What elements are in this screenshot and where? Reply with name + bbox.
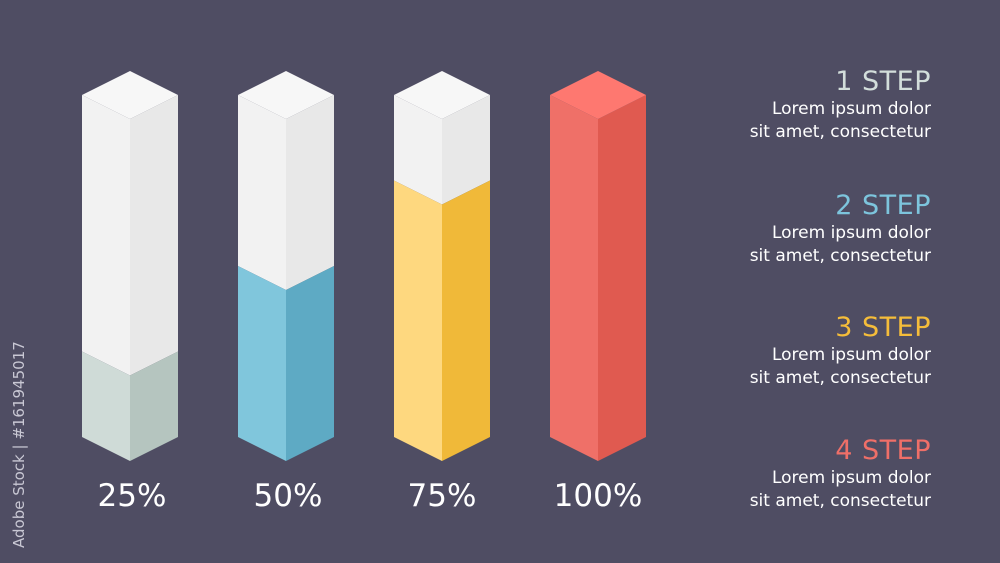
bar-empty-right-face	[130, 95, 178, 376]
bar-fill-left-face	[238, 266, 286, 461]
step-text: sit amet, consectetur	[749, 491, 931, 511]
step-title: 1 STEP	[835, 66, 931, 97]
step-text: sit amet, consectetur	[749, 246, 931, 266]
step-text: Lorem ipsum dolor	[771, 468, 931, 488]
bar-label: 75%	[407, 478, 477, 514]
legend-step-1: 1 STEP Lorem ipsum dolor sit amet, conse…	[631, 66, 931, 144]
bar-fill-right-face	[442, 180, 490, 461]
bar-fill-left-face	[394, 180, 442, 461]
bar-empty-right-face	[286, 95, 334, 290]
bar-empty-right-face	[442, 95, 490, 205]
bar-fill-right-face	[130, 351, 178, 461]
step-title: 2 STEP	[835, 190, 931, 221]
bar-label: 25%	[97, 478, 167, 514]
bar-label: 50%	[253, 478, 323, 514]
bar-top-face	[550, 71, 646, 119]
bar-fill-right-face	[598, 95, 646, 461]
step-title: 3 STEP	[835, 312, 931, 343]
bar-fill-left-face	[82, 351, 130, 461]
bar-empty-left-face	[238, 95, 286, 290]
bar-empty-left-face	[394, 95, 442, 205]
watermark-credit: Adobe Stock | #161945017	[10, 341, 28, 548]
bar-top-face	[394, 71, 490, 119]
legend-step-2: 2 STEP Lorem ipsum dolor sit amet, conse…	[631, 190, 931, 268]
bar-empty-left-face	[82, 95, 130, 376]
step-text: Lorem ipsum dolor	[771, 99, 931, 119]
legend-step-4: 4 STEP Lorem ipsum dolor sit amet, conse…	[631, 435, 931, 513]
step-text: sit amet, consectetur	[749, 368, 931, 388]
step-title: 4 STEP	[835, 435, 931, 466]
bar-top-face	[238, 71, 334, 119]
bar-fill-left-face	[550, 95, 598, 461]
bar-label: 100%	[553, 478, 643, 514]
step-text: Lorem ipsum dolor	[771, 223, 931, 243]
step-text: sit amet, consectetur	[749, 122, 931, 142]
bar-fill-right-face	[286, 266, 334, 461]
step-text: Lorem ipsum dolor	[771, 345, 931, 365]
bar-top-face	[82, 71, 178, 119]
legend-step-3: 3 STEP Lorem ipsum dolor sit amet, conse…	[631, 312, 931, 390]
